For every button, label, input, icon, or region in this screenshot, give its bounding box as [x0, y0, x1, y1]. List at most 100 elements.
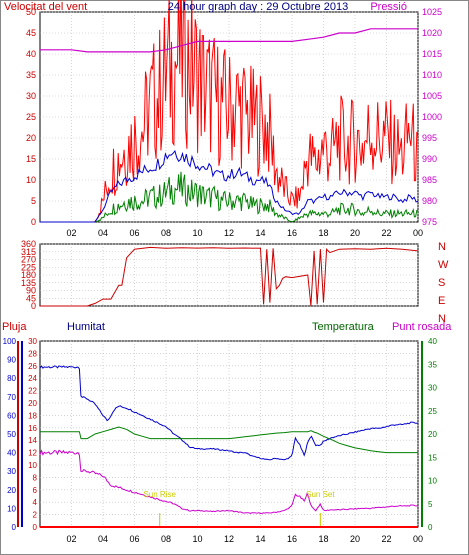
humidity-tick: 60: [7, 411, 16, 420]
humidity-tick: 0: [12, 523, 17, 532]
direction-left-tick: 315: [21, 247, 36, 257]
wind-x-tick: 22: [381, 228, 391, 238]
wind-left-tick: 10: [26, 175, 36, 185]
humidity-tick: 100: [3, 337, 17, 346]
pressure-line: [40, 28, 418, 53]
pressure-right-tick: 1010: [422, 70, 442, 80]
sunrise-label: Sun Rise: [143, 490, 176, 499]
wind-x-tick: 06: [129, 228, 139, 238]
temperature-tick: 30: [428, 384, 437, 393]
temperature-tick: 25: [428, 407, 437, 416]
wind-x-tick: 02: [66, 228, 76, 238]
rain-label: Pluja: [2, 321, 27, 333]
wind-left-tick: 30: [26, 91, 36, 101]
direction-left-tick: 180: [21, 270, 36, 280]
wind-x-tick: 08: [161, 228, 171, 238]
rain-tick: 14: [28, 436, 37, 445]
humidity-tick: 10: [7, 504, 16, 513]
temperature-label: Temperatura: [312, 321, 375, 333]
wind-x-tick: 04: [98, 228, 108, 238]
compass-label: N: [438, 241, 446, 253]
temperature-humidity-panel: 0246810121416182022242628300102030405060…: [3, 337, 438, 544]
rain-tick: 20: [28, 399, 37, 408]
pressure-right-tick: 990: [422, 154, 437, 164]
wind-low-line: [40, 171, 419, 223]
temperature-series: [39, 365, 419, 528]
humidity-tick: 80: [7, 374, 16, 383]
rain-tick: 16: [28, 424, 37, 433]
temperature-tick: 40: [428, 337, 437, 346]
humidity-tick: 90: [7, 356, 16, 365]
wind-x-tick: 16: [287, 228, 297, 238]
wind-left-tick: 40: [26, 49, 36, 59]
wind-x-tick: 12: [224, 228, 234, 238]
wind-left-tick: 0: [31, 217, 36, 227]
chart-title: 24 hour graph day : 29 Octubre 2013: [168, 1, 348, 13]
temperature-tick: 20: [428, 430, 437, 439]
temperature-x-tick: 08: [161, 534, 171, 544]
humidity-axis-bar: [21, 341, 23, 527]
rain-tick: 8: [33, 473, 38, 482]
humidity-line: [39, 365, 419, 461]
wind-x-tick: 14: [255, 228, 265, 238]
wind-left-tick: 5: [31, 196, 36, 206]
pressure-right-tick: 975: [422, 217, 437, 227]
temperature-tick: 10: [428, 477, 437, 486]
direction-left-tick: 45: [26, 293, 36, 303]
humidity-tick: 50: [7, 430, 16, 439]
wind-x-tick: 18: [318, 228, 328, 238]
rain-tick: 2: [33, 511, 38, 520]
rain-axis-bar: [17, 341, 19, 527]
pressure-right-tick: 1005: [422, 91, 442, 101]
temperature-x-tick: 10: [192, 534, 202, 544]
dewpoint-label: Punt rosada: [392, 321, 452, 333]
dewpoint-line: [39, 449, 419, 515]
rain-tick: 10: [28, 461, 37, 470]
direction-left-tick: 270: [21, 255, 36, 265]
temperature-x-tick: 14: [255, 534, 265, 544]
direction-left-tick: 90: [26, 286, 36, 296]
pressure-label: Pressió: [370, 1, 407, 13]
compass-label: E: [438, 295, 445, 307]
temperature-tick: 0: [428, 523, 433, 532]
sunset-label: Sun Set: [306, 490, 335, 499]
humidity-tick: 70: [7, 393, 16, 402]
pressure-right-tick: 1025: [422, 7, 442, 17]
temperature-tick-labels: 0246810121416182022242628300102030405060…: [3, 337, 438, 544]
rain-tick: 24: [28, 374, 37, 383]
wind-gust-line: [40, 0, 419, 223]
temperature-x-tick: 02: [66, 534, 76, 544]
wind-x-tick: 10: [192, 228, 202, 238]
pressure-right-tick: 1000: [422, 112, 442, 122]
wind-direction-line: [40, 246, 419, 307]
wind-left-tick: 15: [26, 154, 36, 164]
rain-tick: 26: [28, 362, 37, 371]
temperature-x-tick: 16: [287, 534, 297, 544]
wind-left-tick: 25: [26, 112, 36, 122]
pressure-right-tick: 985: [422, 175, 437, 185]
rain-tick: 22: [28, 387, 37, 396]
compass-label: S: [438, 277, 445, 289]
direction-left-tick: 225: [21, 262, 36, 272]
temperature-x-tick: 18: [318, 534, 328, 544]
rain-tick: 28: [28, 349, 37, 358]
wind-left-tick: 35: [26, 70, 36, 80]
direction-left-tick: 0: [31, 301, 36, 311]
temperature-axis-bar: [421, 341, 423, 527]
temperature-x-tick: 20: [350, 534, 360, 544]
wind-avg-line: [40, 149, 419, 223]
rain-tick: 0: [33, 523, 38, 532]
humidity-tick: 30: [7, 467, 16, 476]
wind-left-tick: 45: [26, 28, 36, 38]
humidity-tick: 20: [7, 486, 16, 495]
wind-left-tick: 20: [26, 133, 36, 143]
direction-gridlines: [40, 243, 419, 307]
wind-x-tick: 20: [350, 228, 360, 238]
temperature-x-tick: 22: [381, 534, 391, 544]
temperature-x-tick: 06: [129, 534, 139, 544]
wind-x-tick: 00: [413, 228, 423, 238]
